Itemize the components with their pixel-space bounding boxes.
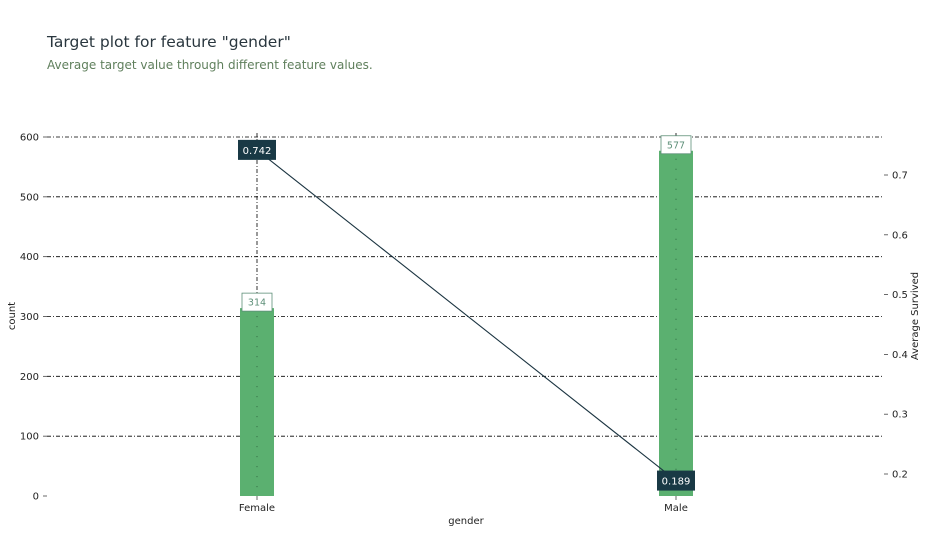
y-tick-label: 600 bbox=[20, 133, 39, 144]
y-tick-label: 0 bbox=[33, 492, 39, 503]
bar-female bbox=[240, 308, 274, 496]
x-tick-label-male: Male bbox=[664, 503, 688, 514]
y-tick-label: 200 bbox=[20, 372, 39, 383]
y-axis-label: count bbox=[7, 302, 18, 330]
value-labels: 314 577 0.742 0.189 bbox=[238, 135, 695, 491]
avg-value-label: 0.189 bbox=[662, 477, 691, 488]
y2-tick-label: 0.5 bbox=[892, 290, 908, 301]
bar-label-box bbox=[660, 135, 692, 155]
bar-value-label: 577 bbox=[667, 140, 685, 151]
chart-subtitle: Average target value through different f… bbox=[47, 58, 373, 72]
bar-label-box bbox=[241, 292, 273, 312]
axes: 0 100 200 300 400 500 600 0.2 0.3 0.4 0.5 0.6 0.7 Fem… bbox=[20, 133, 908, 515]
x-axis-label: gender bbox=[448, 516, 484, 527]
y2-tick-label: 0.4 bbox=[892, 350, 908, 361]
target-line bbox=[255, 147, 678, 483]
y-tick-label: 300 bbox=[20, 312, 39, 323]
y2-axis-label: Average Survived bbox=[910, 272, 921, 360]
bar-male bbox=[659, 150, 693, 497]
y2-tick-label: 0.6 bbox=[892, 230, 908, 241]
y2-tick-label: 0.3 bbox=[892, 410, 908, 421]
y-tick-label: 500 bbox=[20, 192, 39, 203]
x-tick-label-female: Female bbox=[239, 503, 275, 514]
y-tick-label: 100 bbox=[20, 432, 39, 443]
y2-tick-label: 0.2 bbox=[892, 470, 908, 481]
avg-target-line bbox=[256, 149, 677, 482]
y-tick-label: 400 bbox=[20, 252, 39, 263]
avg-label-box bbox=[657, 470, 695, 491]
avg-value-label: 0.742 bbox=[243, 146, 272, 157]
y2-tick-label: 0.7 bbox=[892, 171, 908, 182]
avg-label-box bbox=[238, 139, 276, 160]
bar-value-label: 314 bbox=[248, 298, 266, 309]
chart-title: Target plot for feature "gender" bbox=[47, 33, 291, 51]
bars bbox=[240, 150, 693, 497]
